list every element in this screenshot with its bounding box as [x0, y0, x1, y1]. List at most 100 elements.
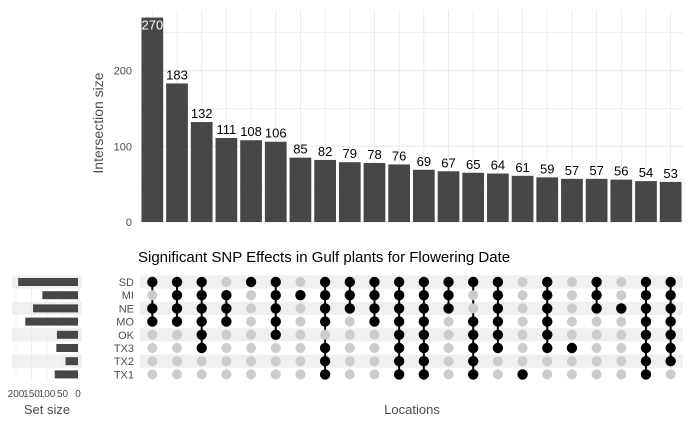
- matrix-dot-active: [418, 356, 430, 367]
- matrix-dot-inactive: [196, 369, 207, 380]
- matrix-dot-inactive: [591, 316, 602, 327]
- matrix-dot-active: [591, 290, 602, 301]
- intersection-bar: [585, 178, 608, 222]
- y-axis: 0 100 200: [114, 66, 132, 229]
- intersection-value-label: 57: [589, 163, 603, 178]
- intersection-value-label: 54: [639, 165, 653, 180]
- matrix-dot-inactive: [566, 277, 577, 287]
- matrix-dot-active: [171, 316, 183, 327]
- intersection-bar: [511, 175, 534, 222]
- matrix-dot-active: [393, 316, 405, 327]
- matrix-dot-inactive: [566, 329, 577, 340]
- matrix-dot-active: [492, 316, 504, 327]
- matrix-dot-active: [665, 303, 676, 314]
- matrix-dot-active: [418, 369, 430, 380]
- intersection-value-label: 78: [367, 147, 381, 162]
- matrix-dot-active: [542, 316, 553, 327]
- set-label: MO: [116, 317, 134, 329]
- set-label: NE: [119, 303, 134, 315]
- matrix-dot-inactive: [369, 369, 380, 380]
- intersection-value-label: 69: [417, 154, 431, 169]
- matrix-dot-active: [344, 276, 355, 288]
- matrix-dot-inactive: [517, 290, 528, 301]
- matrix-dot-active: [319, 303, 331, 314]
- matrix-dot-inactive: [246, 369, 257, 380]
- set-size-tick-label: 150: [23, 389, 40, 400]
- matrix-dot-active: [393, 276, 405, 288]
- set-size-bar: [56, 330, 78, 339]
- matrix-dot-inactive: [221, 356, 232, 367]
- matrix-dot-active: [147, 276, 158, 288]
- intersection-bar: [412, 169, 435, 222]
- intersection-value-label: 61: [515, 160, 529, 175]
- matrix-dot-active: [418, 329, 430, 340]
- matrix-dot-active: [542, 342, 553, 354]
- intersection-value-label: 270: [141, 18, 163, 33]
- matrix-dot-inactive: [665, 369, 676, 380]
- matrix-dot-active: [196, 316, 207, 327]
- matrix-dot-inactive: [172, 369, 183, 380]
- matrix-dot-inactive: [295, 303, 306, 314]
- matrix-dot-inactive: [246, 343, 257, 353]
- matrix-dot-active: [369, 316, 380, 327]
- matrix-dot-inactive: [443, 316, 454, 327]
- matrix-dot-active: [270, 316, 281, 327]
- matrix-dot-inactive: [542, 356, 553, 367]
- matrix-dot-active: [542, 276, 553, 288]
- intersection-bar: [610, 179, 633, 222]
- matrix-dot-active: [270, 276, 281, 288]
- intersection-bar: [363, 162, 386, 222]
- matrix-dot-inactive: [344, 329, 355, 340]
- matrix-dot-active: [418, 290, 430, 301]
- intersection-value-label: 82: [318, 144, 332, 159]
- matrix-dot-inactive: [320, 329, 331, 340]
- set-size-tick-label: 50: [57, 389, 69, 400]
- matrix-dot-active: [369, 276, 380, 288]
- matrix-dot-inactive: [616, 316, 627, 327]
- matrix-dot-active: [468, 369, 479, 380]
- matrix-dot-active: [468, 356, 479, 367]
- matrix-dot-active: [147, 316, 158, 327]
- set-size-bar: [18, 278, 79, 286]
- matrix-dot-active: [443, 303, 454, 314]
- matrix-dot-active: [665, 316, 676, 327]
- matrix-dot-inactive: [517, 356, 528, 367]
- matrix-dot-active: [196, 290, 207, 301]
- matrix-dot-active: [443, 290, 454, 301]
- matrix-dot-inactive: [492, 356, 503, 367]
- matrix-dot-active: [640, 316, 652, 327]
- matrix-dot-inactive: [295, 343, 306, 353]
- matrix-dot-active: [640, 369, 652, 380]
- set-size-bars: [18, 278, 79, 379]
- matrix-dot-inactive: [147, 343, 158, 353]
- matrix-dot-active: [393, 329, 405, 340]
- matrix-dot-active: [665, 342, 676, 354]
- matrix-dot-inactive: [221, 277, 232, 287]
- intersection-value-label: 132: [191, 106, 213, 121]
- matrix-dot-inactive: [196, 356, 207, 367]
- matrix-dot-active: [196, 329, 207, 340]
- matrix-dot-active: [245, 276, 257, 288]
- intersection-value-label: 57: [565, 163, 579, 178]
- matrix-dot-active: [196, 276, 207, 288]
- set-size-bar: [33, 304, 78, 313]
- matrix-dot-active: [171, 290, 183, 301]
- matrix-dot-inactive: [566, 290, 577, 301]
- matrix-dot-active: [393, 290, 405, 301]
- matrix-dot-active: [319, 276, 331, 288]
- matrix-dot-inactive: [566, 369, 577, 380]
- matrix-dot-inactive: [344, 343, 355, 353]
- matrix-dot-active: [221, 303, 232, 314]
- matrix-dot-inactive: [443, 369, 454, 380]
- matrix-dot-active: [369, 290, 380, 301]
- intersection-value-label: 53: [663, 166, 677, 181]
- intersection-bar: [215, 137, 238, 222]
- matrix-dot-active: [443, 276, 454, 288]
- intersection-bar: [388, 164, 411, 222]
- matrix-dot-active: [221, 290, 232, 301]
- matrix-dot-inactive: [517, 343, 528, 353]
- matrix-dot-inactive: [616, 277, 627, 287]
- matrix-dot-inactive: [295, 329, 306, 340]
- matrix-dot-inactive: [221, 329, 232, 340]
- matrix-dot-inactive: [369, 329, 380, 340]
